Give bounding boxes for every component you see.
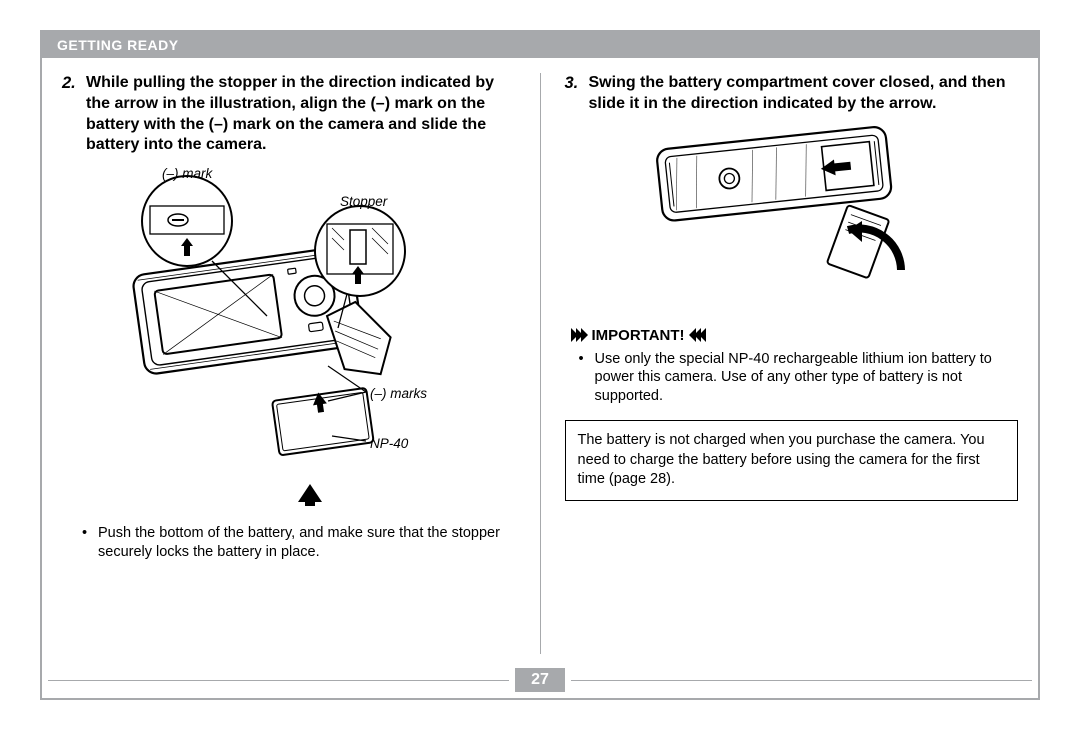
step-text: Swing the battery compartment cover clos…	[589, 73, 1019, 115]
footer-line-right	[571, 680, 1032, 681]
bullet-np40-only: • Use only the special NP-40 rechargeabl…	[579, 350, 1019, 407]
callout-stopper: Stopper	[340, 194, 387, 209]
page-number: 27	[515, 668, 565, 692]
important-label: IMPORTANT!	[592, 327, 685, 344]
step-number: 2.	[62, 73, 86, 156]
page-frame: GETTING READY 2. While pulling the stopp…	[40, 30, 1040, 700]
illustration-close-cover	[565, 125, 1019, 315]
marker-left-icon	[691, 328, 706, 342]
marker-right-icon	[571, 328, 586, 342]
bullet-stopper-lock: • Push the bottom of the battery, and ma…	[82, 524, 516, 562]
camera-cover-illustration	[626, 125, 956, 315]
right-column: 3. Swing the battery compartment cover c…	[565, 73, 1019, 654]
callout-marks: (–) marks	[370, 386, 427, 401]
step-text: While pulling the stopper in the directi…	[86, 73, 516, 156]
note-box-charge: The battery is not charged when you purc…	[565, 420, 1019, 501]
callout-np40: NP-40	[370, 436, 408, 451]
left-column: 2. While pulling the stopper in the dire…	[62, 73, 516, 654]
step-3: 3. Swing the battery compartment cover c…	[565, 73, 1019, 115]
illustration-battery-insert: (–) mark Stopper (–) marks NP-40	[92, 166, 516, 506]
section-header: GETTING READY	[42, 32, 1038, 58]
important-heading: IMPORTANT!	[565, 327, 1019, 344]
step-2: 2. While pulling the stopper in the dire…	[62, 73, 516, 156]
page-footer: 27	[42, 668, 1038, 692]
bullet-text: Use only the special NP-40 rechargeable …	[595, 350, 1019, 407]
bullet-marker: •	[579, 350, 595, 407]
callout-mark: (–) mark	[162, 166, 212, 181]
step-number: 3.	[565, 73, 589, 115]
column-divider	[540, 73, 541, 654]
bullet-marker: •	[82, 524, 98, 562]
bullet-text: Push the bottom of the battery, and make…	[98, 524, 516, 562]
footer-line-left	[48, 680, 509, 681]
content-area: 2. While pulling the stopper in the dire…	[42, 58, 1038, 664]
camera-battery-illustration	[92, 166, 492, 506]
